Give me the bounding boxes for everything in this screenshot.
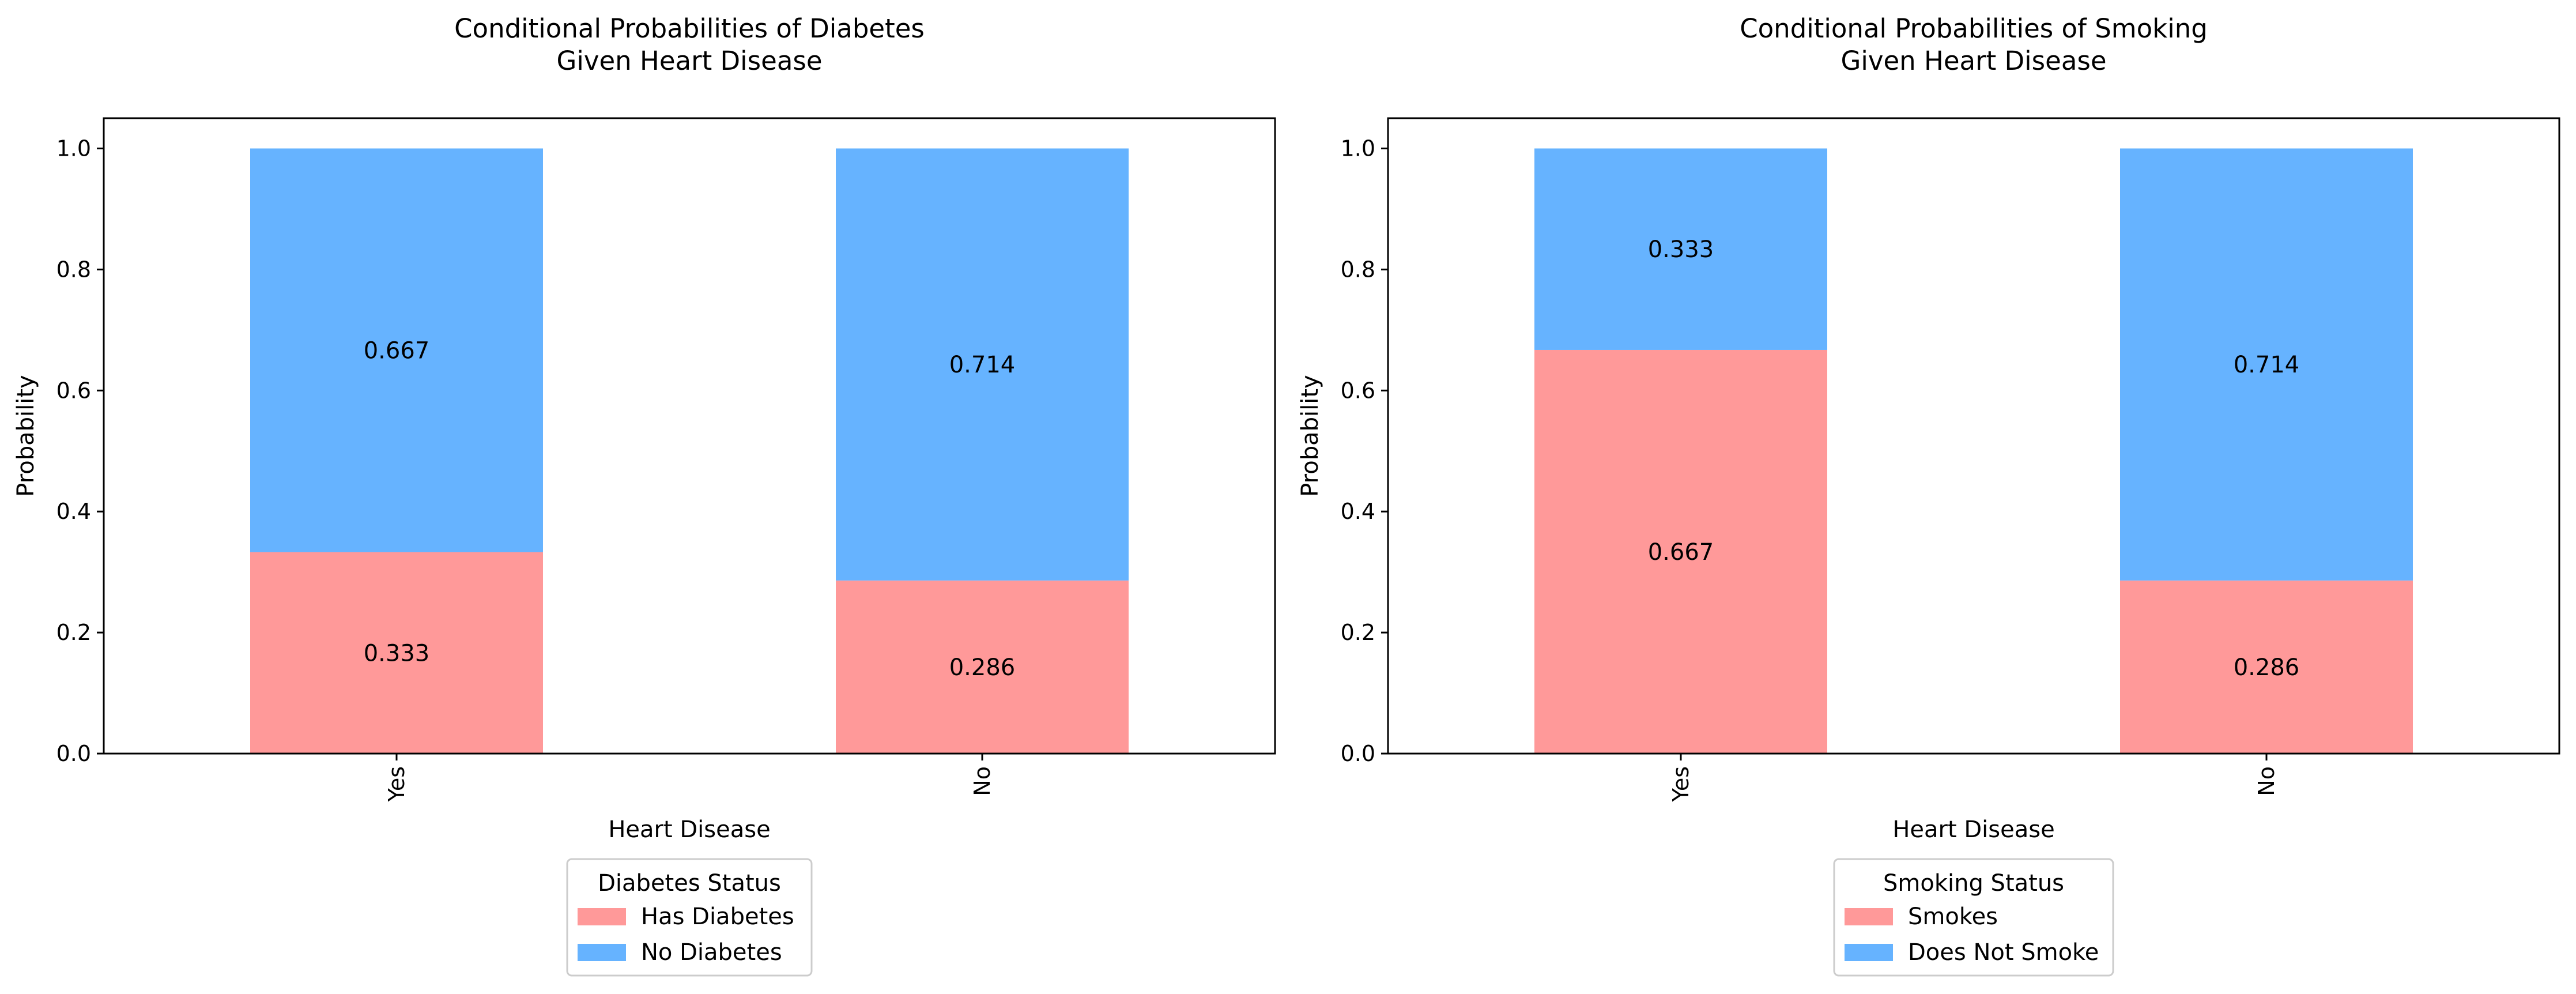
y-tick-label: 0.6 xyxy=(56,378,91,403)
data-label: 0.333 xyxy=(1648,236,1714,263)
y-tick-label: 0.0 xyxy=(56,741,91,766)
legend-title: Diabetes Status xyxy=(598,870,781,897)
x-tick-label: Yes xyxy=(384,766,409,802)
legend-swatch xyxy=(1845,908,1893,925)
y-axis-label: Probability xyxy=(1297,375,1323,496)
y-tick-label: 0.4 xyxy=(56,499,91,524)
y-tick-label: 0.0 xyxy=(1341,741,1375,766)
legend-entry: No Diabetes xyxy=(641,939,782,966)
y-tick-label: 0.6 xyxy=(1341,378,1375,403)
bar-yes-series-2 xyxy=(1534,148,1827,350)
x-axis-label: Heart Disease xyxy=(608,816,770,843)
y-tick-label: 0.8 xyxy=(1341,257,1375,282)
y-tick-label: 1.0 xyxy=(1341,135,1375,161)
bar-no-series-1 xyxy=(2120,580,2413,754)
legend-entry: Has Diabetes xyxy=(641,903,794,930)
x-tick-label: Yes xyxy=(1668,766,1694,802)
bar-yes-series-2 xyxy=(250,148,543,552)
y-tick-label: 0.2 xyxy=(1341,620,1375,645)
legend-box xyxy=(566,858,813,977)
bar-no-series-2 xyxy=(836,148,1129,581)
legend-title: Smoking Status xyxy=(1883,870,2064,897)
data-label: 0.333 xyxy=(364,640,430,667)
chart-panel-2: Conditional Probabilities of Smoking Give… xyxy=(1297,13,2560,977)
data-label: 0.714 xyxy=(949,352,1016,378)
chart-panel-1: Conditional Probabilities of Diabetes Giv… xyxy=(13,13,1276,977)
data-label: 0.714 xyxy=(2234,352,2300,378)
legend-swatch xyxy=(578,944,626,961)
bar-no-series-2 xyxy=(2120,148,2413,581)
plot-area-frame xyxy=(103,117,1276,755)
y-axis-label: Probability xyxy=(13,375,39,496)
data-label: 0.667 xyxy=(1648,539,1714,566)
y-tick-label: 1.0 xyxy=(56,135,91,161)
legend: Diabetes Status Has Diabetes No Diabetes xyxy=(566,858,813,977)
data-label: 0.286 xyxy=(2234,654,2300,681)
chart-title: Conditional Probabilities of Diabetes Giv… xyxy=(454,13,925,76)
y-tick-label: 0.4 xyxy=(1341,499,1375,524)
x-axis-label: Heart Disease xyxy=(1892,816,2054,843)
legend: Smoking Status Smokes Does Not Smoke xyxy=(1833,858,2114,977)
x-tick-label: No xyxy=(970,766,995,796)
chart-title: Conditional Probabilities of Smoking Give… xyxy=(1740,13,2208,76)
data-label: 0.667 xyxy=(364,337,430,364)
x-tick-label: No xyxy=(2254,766,2279,796)
bar-yes-series-1 xyxy=(1534,349,1827,754)
y-tick-label: 0.2 xyxy=(56,620,91,645)
legend-box xyxy=(1833,858,2114,977)
y-tick-label: 0.8 xyxy=(56,257,91,282)
legend-swatch xyxy=(578,908,626,925)
bar-no-series-1 xyxy=(836,580,1129,754)
data-label: 0.286 xyxy=(949,654,1016,681)
legend-entry: Smokes xyxy=(1908,903,1998,930)
bar-yes-series-1 xyxy=(250,552,543,754)
legend-entry: Does Not Smoke xyxy=(1908,939,2099,966)
plot-area-frame xyxy=(1387,117,2560,755)
legend-swatch xyxy=(1845,944,1893,961)
